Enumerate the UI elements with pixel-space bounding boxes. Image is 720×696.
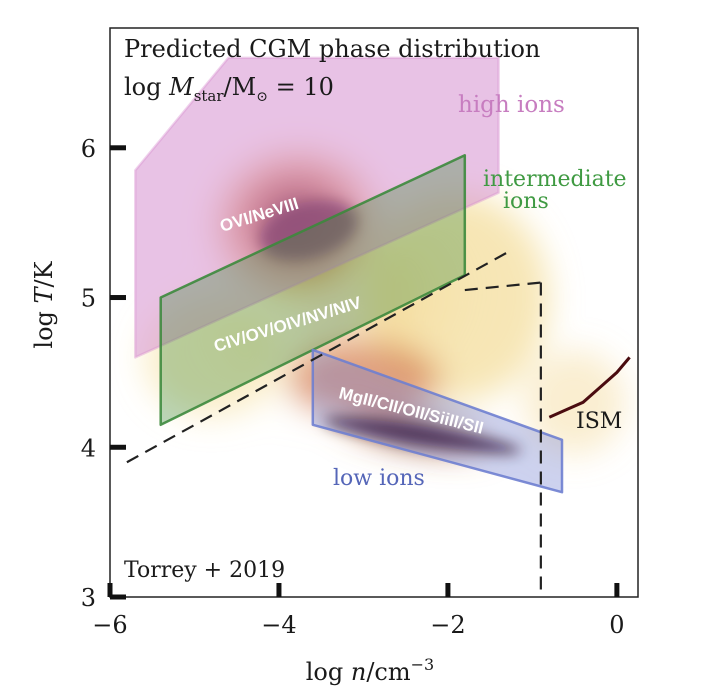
ion-region-low-ions bbox=[311, 348, 564, 494]
density-blob bbox=[523, 349, 626, 455]
credit-label: Torrey + 2019 bbox=[124, 558, 285, 583]
y-axis-label: log T/K bbox=[30, 260, 58, 348]
x-axis-label: log n/cm−3 bbox=[306, 655, 434, 686]
intermediate-ions-label-2: ions bbox=[503, 189, 549, 214]
ism-label: ISM bbox=[576, 409, 622, 434]
chart-title: Predicted CGM phase distribution bbox=[124, 35, 540, 63]
cool-core bbox=[323, 417, 522, 454]
high-ions-label: high ions bbox=[458, 92, 565, 118]
dashed-line-connector bbox=[464, 281, 541, 292]
low-ions-label: low ions bbox=[333, 466, 425, 491]
x-tick-label: −6 bbox=[92, 611, 127, 639]
intermediate-ions-label: intermediate bbox=[483, 167, 627, 192]
plot-frame bbox=[109, 27, 639, 598]
ism-curve bbox=[548, 356, 631, 419]
y-tick-label: 5 bbox=[81, 285, 96, 313]
ion-region-high-ions bbox=[134, 56, 500, 359]
dashed-lines bbox=[126, 251, 631, 597]
axis-ticks: −6 −4 −2 0 3 4 5 6 bbox=[81, 135, 625, 639]
density-blob bbox=[287, 342, 440, 418]
chart-subtitle: log Mstar/M⊙ = 10 bbox=[124, 73, 334, 105]
plot-border bbox=[109, 27, 639, 598]
x-tick-label: 0 bbox=[609, 611, 624, 639]
x-tick-label: −4 bbox=[261, 611, 296, 639]
dashed-line-temperature-density-cut bbox=[126, 251, 508, 464]
y-tick-label: 6 bbox=[81, 135, 96, 163]
density-blob bbox=[363, 192, 550, 403]
y-tick-label: 4 bbox=[81, 434, 96, 462]
y-tick-label: 3 bbox=[81, 584, 96, 612]
x-tick-label: −2 bbox=[430, 611, 465, 639]
